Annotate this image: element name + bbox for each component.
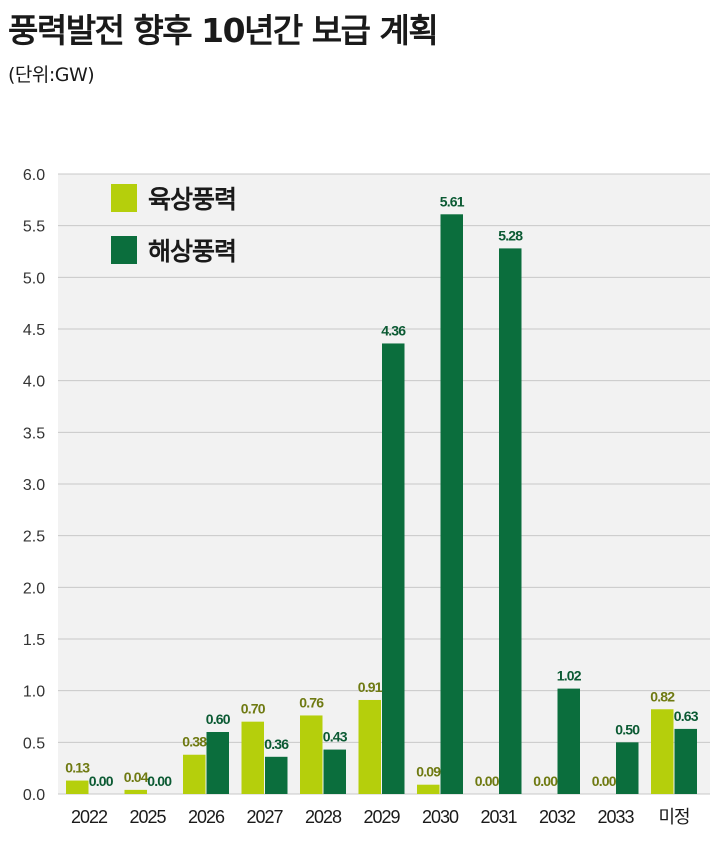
x-tick-label: 2025 xyxy=(129,807,166,827)
data-label-offshore: 0.43 xyxy=(323,729,348,745)
y-tick-label: 1.5 xyxy=(23,632,45,649)
y-tick-label: 0.0 xyxy=(23,787,45,804)
legend-label-offshore: 해상풍력 xyxy=(148,237,236,266)
y-tick-label: 6.0 xyxy=(23,167,45,184)
data-label-onshore: 0.76 xyxy=(299,694,324,710)
legend-label-onshore: 육상풍력 xyxy=(148,185,236,214)
bar-offshore xyxy=(557,688,580,794)
data-label-onshore: 0.13 xyxy=(65,760,90,776)
bar-offshore xyxy=(382,343,405,794)
data-label-offshore: 4.36 xyxy=(381,322,406,338)
x-tick-label: 2033 xyxy=(597,807,634,827)
bar-onshore xyxy=(241,721,264,794)
bar-offshore xyxy=(616,742,639,794)
data-label-offshore: 0.36 xyxy=(264,736,289,752)
data-label-offshore: 5.28 xyxy=(498,227,523,243)
x-tick-label: 2030 xyxy=(422,807,459,827)
x-tick-label: 2031 xyxy=(480,807,517,827)
data-label-offshore: 0.63 xyxy=(674,708,699,724)
data-label-offshore: 1.02 xyxy=(557,668,582,684)
bar-onshore xyxy=(300,715,323,794)
x-tick-label: 2026 xyxy=(188,807,225,827)
y-tick-label: 4.5 xyxy=(23,322,45,339)
data-label-onshore: 0.04 xyxy=(124,769,149,785)
legend-swatch-onshore xyxy=(111,184,137,212)
data-label-onshore: 0.00 xyxy=(533,773,558,789)
bar-offshore xyxy=(206,732,229,794)
x-tick-label: 2028 xyxy=(305,807,342,827)
data-label-offshore: 0.00 xyxy=(89,773,114,789)
bar-offshore xyxy=(499,248,522,794)
y-tick-label: 1.0 xyxy=(23,684,45,701)
data-label-offshore: 0.00 xyxy=(147,773,172,789)
y-tick-label: 5.0 xyxy=(23,270,45,287)
y-tick-label: 5.5 xyxy=(23,219,45,236)
bar-onshore xyxy=(417,784,440,794)
bar-offshore xyxy=(674,728,697,794)
bar-offshore xyxy=(440,214,463,795)
data-label-offshore: 0.50 xyxy=(615,721,640,737)
y-tick-label: 4.0 xyxy=(23,374,45,391)
x-tick-label: 2032 xyxy=(539,807,576,827)
legend-swatch-offshore xyxy=(111,236,137,264)
bar-onshore xyxy=(183,754,206,794)
data-label-onshore: 0.70 xyxy=(241,701,266,717)
unit-label: (단위:GW) xyxy=(8,64,95,86)
x-tick-label: 미정 xyxy=(658,807,689,827)
bar-onshore xyxy=(358,699,381,794)
y-tick-label: 0.5 xyxy=(23,735,45,752)
bar-offshore xyxy=(265,756,288,794)
y-tick-label: 3.0 xyxy=(23,477,45,494)
data-label-offshore: 5.61 xyxy=(440,193,465,209)
data-label-onshore: 0.00 xyxy=(592,773,617,789)
data-label-onshore: 0.82 xyxy=(650,688,675,704)
data-label-onshore: 0.91 xyxy=(358,679,383,695)
x-tick-label: 2022 xyxy=(71,807,108,827)
data-label-onshore: 0.09 xyxy=(416,764,441,780)
y-tick-label: 2.0 xyxy=(23,580,45,597)
bar-onshore xyxy=(66,780,89,794)
y-tick-label: 2.5 xyxy=(23,529,45,546)
bar-offshore xyxy=(323,749,346,794)
y-tick-label: 3.5 xyxy=(23,425,45,442)
chart-title: 풍력발전 향후 10년간 보급 계획 xyxy=(8,11,439,50)
data-label-offshore: 0.60 xyxy=(206,711,231,727)
bar-onshore xyxy=(651,709,674,794)
x-tick-label: 2027 xyxy=(246,807,283,827)
data-label-onshore: 0.00 xyxy=(475,773,500,789)
data-label-onshore: 0.38 xyxy=(182,734,207,750)
x-tick-label: 2029 xyxy=(363,807,400,827)
bar-onshore xyxy=(124,789,147,794)
